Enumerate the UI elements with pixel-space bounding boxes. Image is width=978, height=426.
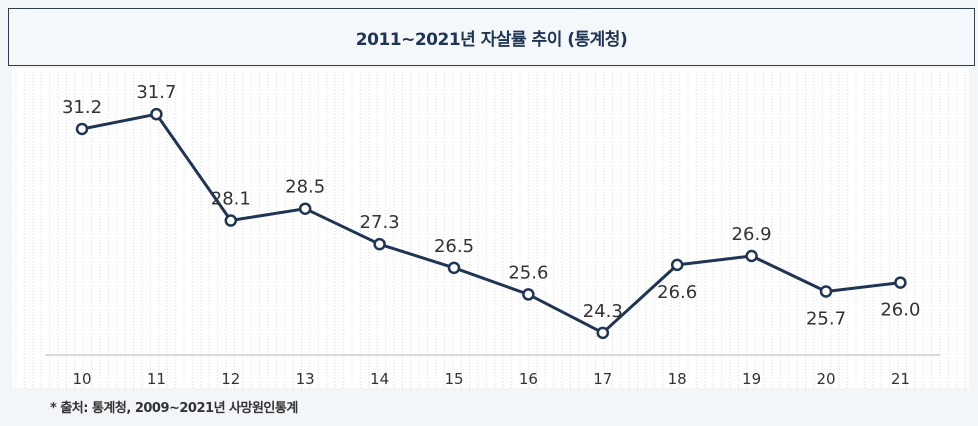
x-tick-labels: 10 11 12 13 14 15 16 17 18 19 20 21 [72,370,909,388]
data-point [373,237,386,251]
data-label: 26.9 [732,224,772,245]
x-tick-label: 10 [72,370,91,388]
data-point [819,285,833,298]
series-markers [75,107,907,340]
data-point [596,326,610,340]
data-labels: 31.2 31.7 28.1 28.5 27.3 26.5 25.6 24.3 26.6 26.9… [62,82,920,329]
data-point [745,249,758,263]
x-tick-label: 19 [742,370,761,388]
x-tick-label: 11 [147,370,166,388]
data-point [522,288,535,301]
data-point [670,258,684,272]
series-line [80,112,902,335]
x-tick-label: 16 [519,370,538,388]
data-point [894,276,907,289]
x-tick-label: 12 [221,370,240,388]
chart-title: 2011~2021년 자살률 추이 (통계청) [355,29,628,50]
data-point [447,261,461,275]
x-tick-label: 20 [816,370,835,388]
x-tick-label: 13 [296,370,315,388]
data-label: 25.7 [806,308,846,329]
source-note: * 출처: 통계청, 2009~2021년 사망원인통계 [50,401,298,416]
data-label: 26.0 [880,300,920,321]
x-tick-label: 14 [370,370,389,388]
data-label: 26.5 [434,236,474,257]
data-label: 25.6 [508,262,548,283]
data-label: 28.5 [285,177,325,198]
data-point [150,107,163,121]
chart-title-box: 2011~2021년 자살률 추이 (통계청) [8,8,975,66]
data-label: 28.1 [211,189,251,210]
data-point [224,214,238,227]
data-label: 31.2 [62,97,102,118]
plot-background [12,68,969,388]
x-tick-label: 17 [593,370,612,388]
x-tick-label: 15 [444,370,463,388]
x-tick-label: 18 [668,370,687,388]
data-label: 24.3 [583,301,623,322]
data-point [75,122,89,136]
data-point [298,202,312,215]
data-label: 27.3 [360,212,400,233]
x-tick-label: 21 [891,370,910,388]
data-label: 31.7 [136,82,176,103]
data-label: 26.6 [657,282,697,303]
